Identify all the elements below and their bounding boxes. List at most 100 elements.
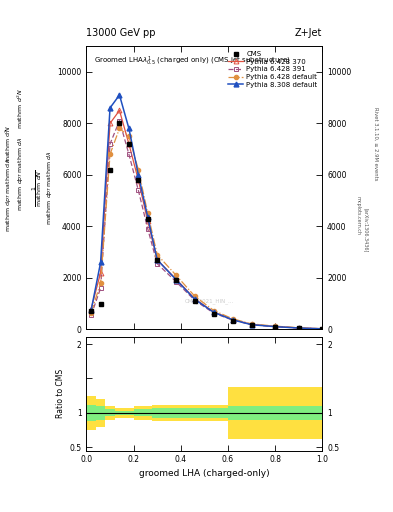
Pythia 6.428 391 bbox=[108, 141, 112, 147]
Pythia 6.428 default bbox=[320, 326, 325, 332]
Pythia 6.428 391 bbox=[127, 151, 131, 157]
Pythia 6.428 default bbox=[127, 133, 131, 139]
Pythia 6.428 default bbox=[136, 166, 141, 173]
Pythia 8.308 default bbox=[230, 317, 235, 323]
Pythia 8.308 default bbox=[89, 307, 94, 313]
CMS bbox=[117, 120, 122, 126]
Pythia 6.428 default bbox=[108, 151, 112, 157]
Line: Pythia 6.428 370: Pythia 6.428 370 bbox=[89, 108, 325, 331]
Pythia 6.428 default bbox=[155, 251, 160, 258]
Pythia 6.428 370 bbox=[136, 177, 141, 183]
Pythia 6.428 391 bbox=[145, 226, 150, 232]
Pythia 6.428 370 bbox=[249, 322, 254, 328]
Pythia 6.428 370 bbox=[174, 276, 178, 282]
Pythia 8.308 default bbox=[193, 296, 197, 303]
Pythia 6.428 default bbox=[117, 125, 122, 132]
Pythia 8.308 default bbox=[98, 259, 103, 265]
Pythia 6.428 default bbox=[211, 308, 216, 314]
Line: Pythia 8.308 default: Pythia 8.308 default bbox=[89, 93, 325, 331]
Pythia 6.428 391 bbox=[211, 310, 216, 316]
Pythia 6.428 370 bbox=[155, 257, 160, 263]
Y-axis label: $\frac{1}{\mathrm{d}N}\,\mathrm{d}p_\mathrm{T}\,\mathrm{d}\lambda$: $\frac{1}{\mathrm{d}N}\,\mathrm{d}p_\mat… bbox=[0, 511, 1, 512]
CMS bbox=[249, 322, 254, 328]
CMS bbox=[174, 278, 178, 284]
Pythia 6.428 391 bbox=[193, 297, 197, 304]
Pythia 6.428 370 bbox=[89, 306, 94, 312]
CMS bbox=[296, 325, 301, 331]
Pythia 6.428 391 bbox=[174, 279, 178, 285]
Text: 13000 GeV pp: 13000 GeV pp bbox=[86, 28, 156, 38]
Pythia 6.428 default bbox=[193, 293, 197, 300]
Pythia 6.428 370 bbox=[296, 325, 301, 331]
Pythia 6.428 391 bbox=[136, 187, 141, 194]
Text: mcplots.cern.ch: mcplots.cern.ch bbox=[355, 196, 360, 234]
Pythia 8.308 default bbox=[249, 322, 254, 328]
CMS bbox=[211, 311, 216, 317]
Pythia 8.308 default bbox=[127, 125, 131, 132]
CMS bbox=[98, 301, 103, 307]
X-axis label: groomed LHA (charged-only): groomed LHA (charged-only) bbox=[139, 468, 270, 478]
CMS bbox=[230, 318, 235, 324]
Pythia 8.308 default bbox=[145, 214, 150, 220]
Legend: CMS, Pythia 6.428 370, Pythia 6.428 391, Pythia 6.428 default, Pythia 8.308 defa: CMS, Pythia 6.428 370, Pythia 6.428 391,… bbox=[227, 50, 319, 89]
Pythia 6.428 370 bbox=[273, 324, 277, 330]
CMS bbox=[273, 324, 277, 330]
Pythia 8.308 default bbox=[174, 276, 178, 283]
Pythia 6.428 370 bbox=[117, 108, 122, 114]
Pythia 6.428 370 bbox=[211, 309, 216, 315]
Pythia 6.428 default bbox=[98, 280, 103, 286]
Line: Pythia 6.428 default: Pythia 6.428 default bbox=[89, 126, 324, 331]
Pythia 6.428 391 bbox=[155, 261, 160, 267]
Text: Groomed LHA$\lambda^{1}_{0.5}$ (charged only) (CMS jet substructure): Groomed LHA$\lambda^{1}_{0.5}$ (charged … bbox=[94, 55, 290, 68]
Pythia 6.428 default bbox=[89, 310, 94, 316]
CMS bbox=[136, 177, 141, 183]
Pythia 6.428 370 bbox=[193, 296, 197, 302]
Line: Pythia 6.428 391: Pythia 6.428 391 bbox=[89, 118, 325, 331]
Pythia 6.428 391 bbox=[230, 317, 235, 323]
Pythia 8.308 default bbox=[117, 92, 122, 98]
Pythia 8.308 default bbox=[136, 172, 141, 178]
Pythia 6.428 370 bbox=[320, 326, 325, 332]
Pythia 6.428 391 bbox=[117, 118, 122, 124]
Pythia 6.428 default bbox=[249, 321, 254, 327]
Pythia 6.428 370 bbox=[127, 141, 131, 147]
Text: $\dfrac{1}{\mathrm{mathrm}\ dN}$
$\mathrm{mathrm}\ dp_T\,\mathrm{mathrm}\ d\lamb: $\dfrac{1}{\mathrm{mathrm}\ dN}$ $\mathr… bbox=[29, 151, 54, 225]
Pythia 6.428 default bbox=[296, 325, 301, 331]
Text: $\mathrm{mathrm}\ d^2N$: $\mathrm{mathrm}\ d^2N$ bbox=[16, 88, 25, 129]
Text: $\mathrm{mathrm\,d}^2\!N$: $\mathrm{mathrm\,d}^2\!N$ bbox=[4, 124, 13, 163]
Pythia 6.428 370 bbox=[98, 270, 103, 276]
Pythia 6.428 391 bbox=[273, 324, 277, 330]
CMS bbox=[155, 257, 160, 263]
CMS bbox=[320, 326, 325, 332]
Text: $\mathrm{mathrm}\ dp_T\,\mathrm{mathrm}\ d\lambda$: $\mathrm{mathrm}\ dp_T\,\mathrm{mathrm}\… bbox=[16, 136, 25, 211]
Pythia 6.428 370 bbox=[145, 218, 150, 224]
Pythia 6.428 default bbox=[230, 316, 235, 322]
CMS bbox=[89, 308, 94, 314]
Text: [arXiv:1306.3436]: [arXiv:1306.3436] bbox=[363, 208, 368, 252]
Line: CMS: CMS bbox=[89, 121, 324, 331]
Pythia 6.428 370 bbox=[230, 316, 235, 323]
Pythia 6.428 391 bbox=[98, 285, 103, 291]
Pythia 6.428 391 bbox=[320, 326, 325, 332]
Pythia 6.428 default bbox=[145, 210, 150, 217]
Text: Rivet 3.1.10, ≥ 2.9M events: Rivet 3.1.10, ≥ 2.9M events bbox=[373, 106, 378, 180]
Pythia 6.428 default bbox=[273, 323, 277, 329]
Text: Z+Jet: Z+Jet bbox=[295, 28, 322, 38]
Pythia 6.428 391 bbox=[249, 322, 254, 328]
Text: $\mathrm{mathrm\,d}\,p_T\,\mathrm{mathrm\,d}\,\lambda$: $\mathrm{mathrm\,d}\,p_T\,\mathrm{mathrm… bbox=[4, 157, 13, 232]
Pythia 8.308 default bbox=[273, 324, 277, 330]
Pythia 8.308 default bbox=[211, 309, 216, 315]
Pythia 8.308 default bbox=[108, 105, 112, 111]
Text: CMS_2021_HIN_...: CMS_2021_HIN_... bbox=[184, 298, 234, 304]
Pythia 6.428 default bbox=[174, 272, 178, 279]
CMS bbox=[108, 166, 112, 173]
Pythia 6.428 391 bbox=[296, 325, 301, 331]
Pythia 8.308 default bbox=[296, 325, 301, 331]
Pythia 8.308 default bbox=[155, 257, 160, 263]
CMS bbox=[127, 141, 131, 147]
Pythia 6.428 391 bbox=[89, 312, 94, 318]
Y-axis label: Ratio to CMS: Ratio to CMS bbox=[56, 369, 65, 418]
Pythia 8.308 default bbox=[320, 326, 325, 332]
CMS bbox=[193, 298, 197, 304]
Pythia 6.428 370 bbox=[108, 120, 112, 126]
